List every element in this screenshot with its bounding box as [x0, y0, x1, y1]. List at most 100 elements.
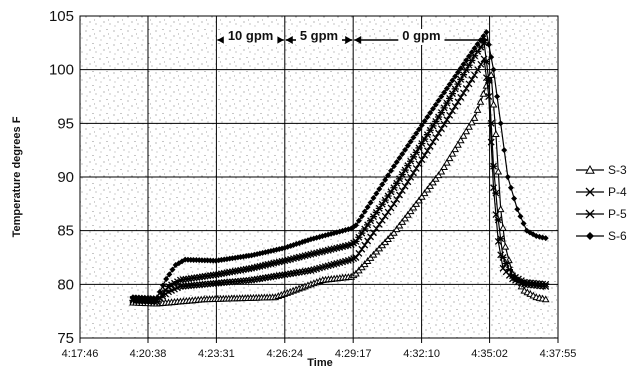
data-point	[485, 41, 492, 48]
data-point	[504, 174, 511, 180]
phase-arrow-head	[276, 36, 284, 44]
data-point	[494, 167, 503, 175]
legend-marker	[585, 187, 595, 197]
data-point	[385, 172, 392, 179]
data-point	[470, 113, 479, 121]
series-layer	[129, 29, 550, 307]
data-point	[243, 253, 250, 260]
data-point	[352, 254, 360, 261]
y-axis-ticks: 75 80 85 90 95 100 105	[49, 8, 74, 347]
data-point	[378, 216, 386, 224]
data-point	[434, 171, 443, 179]
data-point	[352, 237, 360, 245]
data-point	[412, 165, 420, 172]
data-point	[409, 169, 417, 177]
data-point	[367, 233, 375, 241]
data-point	[370, 195, 377, 202]
data-point	[483, 29, 490, 36]
data-point	[429, 178, 437, 186]
data-point	[431, 174, 440, 182]
data-point	[396, 155, 403, 162]
data-point	[358, 213, 365, 220]
data-point	[463, 57, 470, 64]
data-point	[251, 251, 258, 258]
data-point	[410, 134, 417, 141]
phase-label: 10 gpm	[228, 28, 274, 43]
data-point	[373, 190, 380, 197]
x-tick-label: 4:37:55	[540, 348, 577, 360]
data-point	[234, 277, 242, 285]
data-point	[485, 93, 493, 100]
data-point	[445, 154, 454, 162]
data-point	[454, 140, 462, 148]
y-tick-label: 100	[49, 62, 74, 79]
data-point	[381, 196, 389, 204]
data-point	[185, 282, 193, 290]
x-tick-label: 4:29:17	[335, 348, 372, 360]
data-point	[432, 134, 440, 141]
data-point	[487, 138, 495, 146]
data-point	[421, 135, 429, 143]
legend: S-3 P-4 P-5 S-6	[576, 163, 627, 243]
data-point	[212, 279, 220, 287]
data-point	[404, 162, 412, 170]
data-point	[375, 204, 383, 212]
data-point	[456, 136, 465, 144]
data-point	[454, 80, 462, 88]
data-point	[355, 249, 363, 257]
data-point	[489, 100, 498, 108]
data-point	[507, 184, 514, 191]
legend-label: S-3	[608, 163, 627, 177]
data-point	[471, 71, 479, 79]
data-point	[176, 283, 184, 290]
data-point	[228, 278, 236, 286]
data-point	[412, 148, 420, 156]
data-point	[429, 138, 437, 146]
data-point	[418, 156, 426, 164]
data-point	[432, 117, 440, 125]
data-point	[441, 89, 448, 96]
data-point	[358, 229, 366, 237]
phase-label: 5 gpm	[300, 28, 338, 43]
data-point	[474, 41, 481, 48]
data-point	[226, 278, 234, 286]
data-point	[407, 157, 415, 165]
data-point	[451, 145, 460, 153]
x-tick-label: 4:26:24	[266, 348, 303, 360]
data-point	[242, 277, 250, 284]
series-s-3	[129, 71, 550, 307]
data-point	[364, 204, 371, 211]
data-point	[448, 90, 457, 98]
data-point	[449, 77, 456, 84]
data-point	[390, 228, 398, 236]
data-point	[390, 184, 398, 192]
data-point	[376, 185, 383, 192]
data-point	[412, 199, 421, 207]
data-point	[387, 167, 394, 174]
y-tick-label: 105	[49, 8, 74, 25]
legend-marker	[585, 209, 595, 219]
series-p-4	[129, 55, 550, 304]
data-point	[239, 277, 247, 285]
legend-label: P-4	[608, 185, 627, 199]
data-point	[446, 94, 454, 102]
data-point	[435, 129, 443, 137]
data-point	[476, 97, 485, 105]
data-point	[182, 282, 190, 290]
data-point	[187, 282, 195, 289]
legend-label: P-5	[608, 207, 627, 221]
data-point	[474, 66, 482, 74]
data-point	[459, 71, 468, 79]
data-point	[465, 61, 473, 69]
data-point	[502, 260, 510, 268]
data-point	[465, 80, 473, 88]
data-point	[196, 281, 204, 289]
data-point	[399, 150, 406, 157]
data-point	[480, 33, 487, 40]
data-point	[457, 75, 465, 83]
phase-label-bg	[398, 29, 445, 45]
data-point	[460, 61, 467, 68]
data-point	[451, 102, 459, 110]
data-point	[462, 84, 470, 92]
data-point	[497, 120, 504, 127]
